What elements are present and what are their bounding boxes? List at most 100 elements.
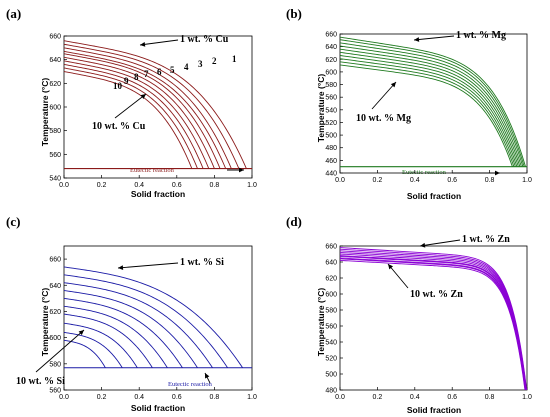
x-tick-label: 0.6 (447, 177, 457, 184)
annotation-arrow (139, 39, 179, 46)
annotation-arrow (35, 329, 85, 373)
series-curve (339, 257, 526, 391)
x-tick-label: 0.8 (485, 177, 495, 184)
x-tick-label: 0.0 (335, 177, 345, 184)
x-axis-label-c: Solid fraction (131, 403, 185, 413)
x-tick-label: 0.8 (485, 394, 495, 401)
series-curve (339, 250, 527, 391)
series-curve (63, 67, 198, 169)
annotation-arrowhead (495, 170, 500, 176)
series-curve (63, 47, 232, 169)
y-tick-label: 640 (49, 57, 61, 64)
x-tick-label: 0.4 (134, 394, 144, 401)
y-tick-label: 640 (325, 260, 337, 267)
series-curve (339, 39, 525, 167)
panel-label-b: (b) (286, 6, 302, 21)
series-curve (63, 40, 247, 169)
series-curve (339, 42, 524, 167)
series-curve (339, 64, 513, 167)
curve-number-label: 8 (134, 72, 139, 82)
y-tick-label: 460 (325, 158, 337, 165)
y-axis-label-c: Temperature (°C) (40, 288, 50, 357)
series-curve (63, 274, 228, 369)
annotation-arrow (413, 35, 455, 41)
panel-label-a: (a) (6, 6, 21, 21)
series-curve (63, 290, 198, 368)
x-tick-label: 0.2 (373, 394, 383, 401)
curve-number-label: 6 (157, 67, 162, 77)
y-tick-label: 660 (325, 32, 337, 39)
annotation-eutectic-c: Eutectic reaction (168, 381, 213, 388)
series-curve (63, 53, 221, 169)
y-tick-label: 640 (49, 283, 61, 290)
y-tick-label: 600 (325, 292, 337, 299)
series-curve (63, 297, 183, 368)
annotation-arrowhead (414, 37, 420, 42)
series-curve (63, 313, 153, 368)
annotation-arrowhead (388, 264, 394, 270)
series-curve (63, 50, 227, 169)
y-axis-label-a: Temperature (°C) (40, 78, 50, 147)
series-curve (63, 282, 213, 368)
series-curve (339, 251, 527, 391)
x-tick-label: 0.0 (59, 394, 69, 401)
annotation-top-d: 1 wt. % Zn (462, 234, 510, 245)
panel-label-d: (d) (286, 214, 302, 229)
y-tick-label: 560 (325, 324, 337, 331)
annotation-bottom-a: 10 wt. % Cu (92, 121, 146, 132)
y-tick-label: 560 (49, 152, 61, 159)
series-curve (339, 36, 526, 167)
curve-number-label: 10 (113, 81, 123, 91)
series-curve (339, 258, 526, 391)
y-tick-label: 660 (49, 34, 61, 41)
curve-number-label: 9 (124, 76, 129, 86)
annotation-arrowhead (78, 330, 84, 336)
x-tick-label: 0.6 (447, 394, 457, 401)
annotation-eutectic-b: Eutectic reaction (402, 169, 447, 176)
annotation-bottom-d: 10 wt. % Zn (410, 289, 463, 300)
series-curve (339, 58, 516, 167)
y-tick-label: 580 (49, 128, 61, 135)
annotation-arrowhead (205, 373, 210, 379)
x-tick-label: 1.0 (247, 394, 257, 401)
series-curve (339, 255, 526, 391)
y-tick-label: 580 (325, 82, 337, 89)
y-tick-label: 620 (325, 57, 337, 64)
x-axis-label-b: Solid fraction (407, 191, 461, 201)
y-tick-label: 580 (49, 361, 61, 368)
series-curve (339, 55, 518, 167)
panel-a: (a) Solid fraction Temperature (°C) 1 wt… (6, 6, 257, 199)
series-curve (63, 305, 168, 368)
y-tick-label: 540 (325, 107, 337, 114)
series-curve (63, 63, 204, 169)
annotation-arrowhead (118, 265, 124, 270)
y-tick-label: 500 (325, 133, 337, 140)
y-tick-label: 660 (49, 257, 61, 264)
curve-number-label: 4 (184, 62, 189, 72)
y-tick-label: 520 (325, 356, 337, 363)
y-tick-label: 620 (325, 276, 337, 283)
series-curve (339, 253, 527, 391)
x-axis-label-d: Solid fraction (407, 405, 461, 415)
y-tick-label: 640 (325, 44, 337, 51)
y-tick-label: 600 (325, 69, 337, 76)
annotation-bottom-b: 10 wt. % Mg (356, 113, 411, 124)
series-curve (339, 45, 522, 167)
y-tick-label: 540 (325, 340, 337, 347)
y-tick-label: 620 (49, 309, 61, 316)
plot-frame (339, 33, 528, 174)
x-tick-label: 0.8 (210, 394, 220, 401)
series-curve (63, 60, 210, 169)
y-tick-label: 480 (325, 145, 337, 152)
series-curve (63, 56, 215, 169)
panel-c: (c) Solid fraction Temperature (°C) 1 wt… (6, 214, 257, 413)
y-tick-label: 580 (325, 308, 337, 315)
y-tick-label: 520 (325, 120, 337, 127)
panel-label-c: (c) (6, 214, 20, 229)
series-curve (339, 259, 526, 391)
annotation-top-a: 1 wt. % Cu (180, 34, 229, 45)
curve-number-label: 2 (212, 56, 217, 66)
curve-number-label: 7 (144, 69, 149, 79)
annotation-bottom-c: 10 wt. % Si (16, 376, 65, 387)
series-curve (63, 331, 123, 368)
